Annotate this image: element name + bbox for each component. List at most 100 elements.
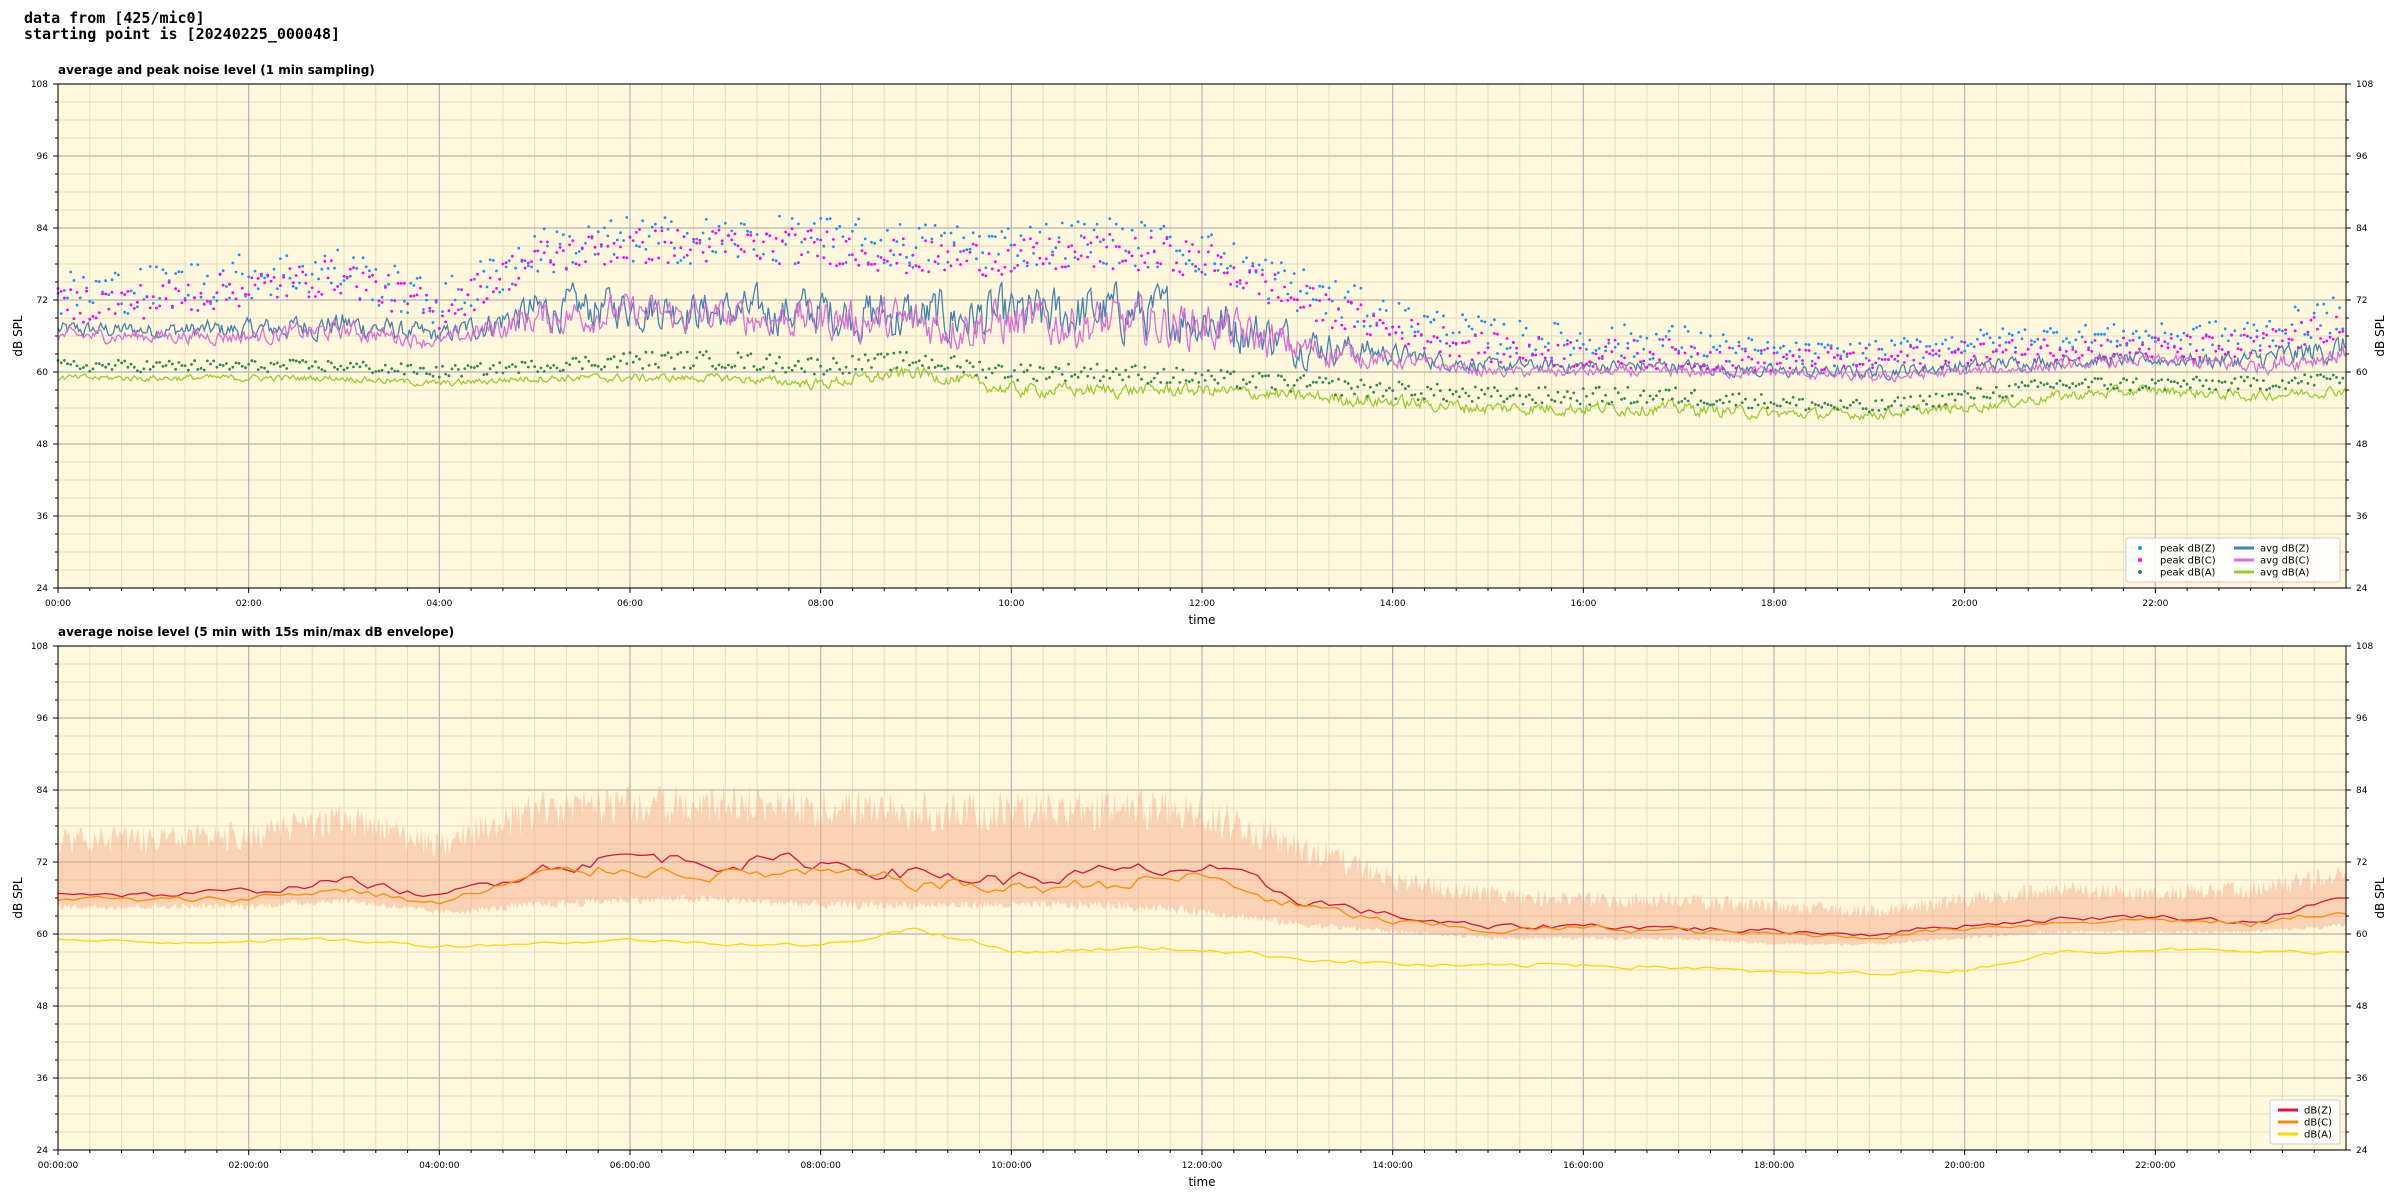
data-point (1864, 356, 1868, 360)
data-point (1976, 337, 1979, 341)
data-point (2026, 384, 2030, 388)
data-point (1350, 300, 1353, 304)
data-point (1318, 284, 1321, 288)
data-point (1594, 386, 1598, 390)
data-point (2281, 329, 2284, 333)
data-point (1032, 377, 1035, 381)
data-point (631, 239, 635, 243)
data-point (1070, 244, 1074, 248)
data-point (2319, 373, 2323, 376)
legend-label: avg dB(A) (2260, 568, 2310, 579)
data-point (666, 227, 670, 231)
legend-label: peak dB(A) (2160, 568, 2216, 579)
data-point (1143, 261, 1147, 265)
data-point (590, 235, 594, 238)
data-point (1839, 399, 1843, 402)
data-point (139, 370, 143, 374)
data-point (2103, 384, 2106, 387)
data-point (1070, 224, 1074, 227)
data-point (1988, 396, 1992, 400)
data-point (1823, 401, 1827, 405)
data-point (1187, 249, 1191, 253)
data-point (1159, 262, 1163, 266)
data-point (571, 260, 575, 264)
data-point (1569, 341, 1572, 344)
data-point (1861, 407, 1865, 410)
data-point (816, 254, 819, 258)
data-point (587, 225, 591, 229)
data-point (943, 367, 946, 371)
data-point (1359, 286, 1363, 290)
data-point (2001, 396, 2005, 399)
data-point (1540, 337, 1544, 341)
data-point (771, 250, 775, 253)
y-tick-label: 60 (37, 368, 49, 378)
data-point (965, 259, 969, 263)
data-point (1686, 330, 1690, 333)
data-point (91, 367, 95, 371)
data-point (1410, 393, 1414, 397)
data-point (2042, 338, 2046, 342)
data-point (2303, 343, 2307, 346)
data-point (1756, 349, 1760, 352)
data-point (488, 258, 492, 262)
data-point (1566, 339, 1569, 342)
data-point (975, 243, 978, 247)
data-point (1458, 331, 1461, 334)
start-point-label: starting point is [20240225_000048] (24, 25, 341, 43)
data-point (266, 370, 270, 374)
data-point (946, 250, 950, 254)
data-point (317, 366, 320, 369)
data-point (2176, 381, 2180, 385)
data-point (596, 252, 600, 256)
data-point (1003, 376, 1007, 379)
data-point (2030, 339, 2033, 343)
data-point (2179, 347, 2183, 350)
data-point (355, 285, 359, 289)
data-point (1937, 349, 1941, 353)
data-point (377, 299, 381, 303)
data-point (1534, 353, 1538, 357)
data-point (1779, 346, 1782, 350)
data-point (835, 264, 838, 268)
data-point (2287, 337, 2291, 341)
data-point (69, 270, 73, 274)
data-point (698, 241, 702, 245)
y-tick-label-right: 60 (2356, 930, 2368, 940)
data-point (1632, 338, 1636, 342)
data-point (1556, 322, 1560, 326)
data-point (790, 217, 794, 220)
data-point (1006, 248, 1010, 252)
data-point (314, 360, 317, 363)
data-point (943, 268, 946, 272)
data-point (1852, 351, 1855, 354)
data-point (971, 231, 975, 235)
series-line-avg-db-a- (57, 365, 2347, 422)
data-point (828, 367, 832, 371)
data-point (1267, 297, 1271, 301)
data-point (1121, 227, 1124, 231)
data-point (1693, 388, 1696, 392)
data-point (59, 290, 63, 293)
data-point (631, 259, 635, 263)
data-point (1124, 259, 1128, 262)
data-point (148, 368, 152, 371)
data-point (695, 237, 699, 241)
data-point (1140, 220, 1143, 224)
data-point (1079, 254, 1083, 258)
data-point (2093, 339, 2097, 342)
data-point (546, 364, 549, 368)
data-point (736, 351, 740, 355)
data-point (695, 356, 699, 360)
data-point (1308, 383, 1312, 387)
data-point (1661, 344, 1665, 348)
data-point (1493, 332, 1496, 335)
data-point (1118, 245, 1121, 249)
data-point (1864, 346, 1868, 350)
data-point (1947, 393, 1951, 396)
data-point (406, 364, 409, 368)
data-point (1842, 350, 1846, 353)
data-point (1038, 366, 1042, 369)
data-point (841, 235, 845, 239)
data-point (1651, 352, 1655, 356)
